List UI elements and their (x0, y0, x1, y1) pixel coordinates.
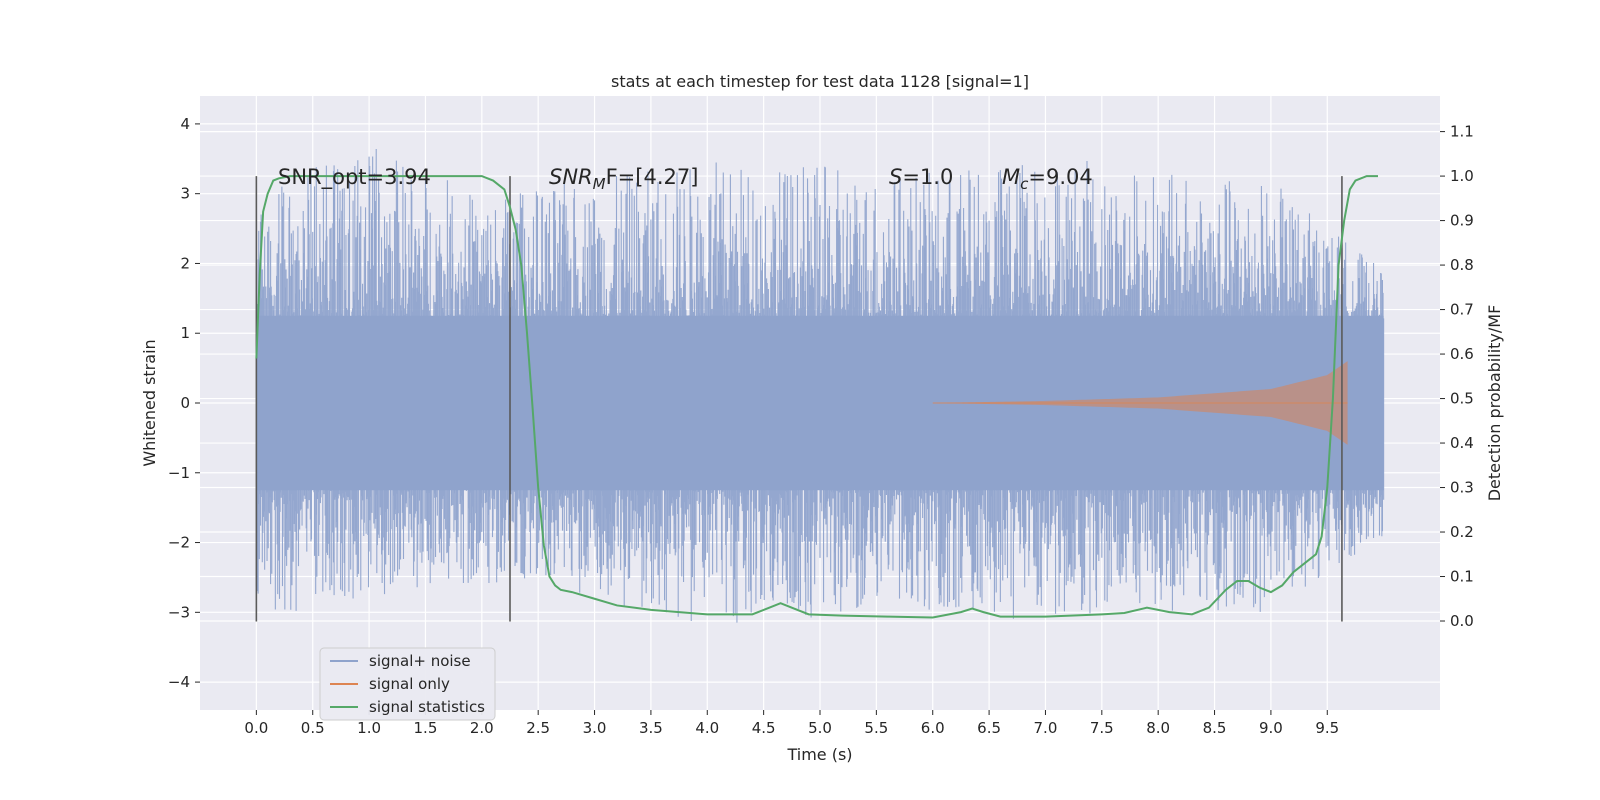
y-tick-label-2: 2 (180, 254, 190, 272)
chart-title: stats at each timestep for test data 112… (611, 72, 1029, 91)
y2-tick-label-7: 0.4 (1450, 434, 1474, 452)
legend-label-signal-statistics: signal statistics (369, 698, 485, 716)
y2-tick-label-2: 0.9 (1450, 212, 1474, 230)
snr-mf-main: SNR (549, 165, 593, 189)
x-tick-label-12: 6.0 (921, 719, 945, 737)
x-tick-label-14: 7.0 (1034, 719, 1058, 737)
y2-axis-label: Detection probability/MF (1485, 305, 1504, 502)
x-tick-label-17: 8.5 (1203, 719, 1227, 737)
y-tick-label-6: −2 (168, 534, 190, 552)
legend-box (319, 647, 496, 721)
x-tick-label-16: 8.0 (1146, 719, 1170, 737)
x-tick-label-9: 4.5 (752, 719, 776, 737)
y-tick-label-3: 1 (180, 324, 190, 342)
legend-label-signal-only: signal only (369, 675, 450, 693)
y-tick-label-8: −4 (168, 673, 190, 691)
y2-tick-label-11: 0.0 (1450, 612, 1474, 630)
y2-tick-label-5: 0.6 (1450, 345, 1474, 363)
x-tick-label-11: 5.5 (864, 719, 888, 737)
x-tick-label-4: 2.0 (470, 719, 494, 737)
y-tick-label-0: 4 (180, 115, 190, 133)
x-tick-label-0: 0.0 (244, 719, 268, 737)
ticks: 0.0 0.5 1.0 1.5 2.0 2.5 3.0 3.5 4.0 4.5 5.0 5.5 6.0 6… (168, 115, 1474, 737)
y2-tick-label-1: 1.0 (1450, 167, 1474, 185)
y-tick-label-5: −1 (168, 464, 190, 482)
legend: signal+ noise signal only signal statist… (319, 647, 496, 721)
y2-tick-label-4: 0.7 (1450, 301, 1474, 319)
y-tick-label-7: −3 (168, 603, 190, 621)
y-tick-label-4: 0 (180, 394, 190, 412)
annotation-snr-mf: SNRMF=[4.27] (549, 165, 698, 193)
mc-rest: =9.04 (1028, 165, 1092, 189)
y2-tick-label-10: 0.1 (1450, 568, 1474, 586)
s-rest: =1.0 (902, 165, 953, 189)
snr-mf-sub: M (593, 175, 606, 193)
y2-tick-label-9: 0.2 (1450, 523, 1474, 541)
s-var: S (889, 165, 902, 189)
signal-statistics-series (255, 175, 1378, 619)
x-tick-label-6: 3.0 (583, 719, 607, 737)
x-tick-label-15: 7.5 (1090, 719, 1114, 737)
x-tick-label-8: 4.0 (695, 719, 719, 737)
x-tick-label-19: 9.5 (1315, 719, 1339, 737)
snr-mf-rest: F=[4.27] (606, 165, 699, 189)
annotation-snr-opt: SNR_opt=3.94 (278, 165, 431, 190)
y-axis-label: Whitened strain (140, 339, 159, 466)
x-axis-label: Time (s) (786, 745, 852, 764)
signal-only-series (932, 361, 1348, 445)
mc-sub: c (1020, 175, 1029, 193)
x-tick-label-5: 2.5 (526, 719, 550, 737)
y2-tick-label-0: 1.1 (1450, 123, 1474, 141)
y2-tick-label-3: 0.8 (1450, 256, 1474, 274)
legend-label-signal-noise: signal+ noise (369, 652, 471, 670)
x-tick-label-13: 6.5 (977, 719, 1001, 737)
x-tick-label-1: 0.5 (301, 719, 325, 737)
y2-tick-label-8: 0.3 (1450, 479, 1474, 497)
y-tick-label-1: 3 (180, 185, 190, 203)
annotation-s: S=1.0 (889, 165, 953, 189)
vertical-markers (255, 176, 1343, 622)
y2-tick-label-6: 0.5 (1450, 390, 1474, 408)
x-tick-label-3: 1.5 (414, 719, 438, 737)
signal-statistics-line (255, 175, 1378, 619)
x-tick-label-18: 9.0 (1259, 719, 1283, 737)
x-tick-label-7: 3.5 (639, 719, 663, 737)
x-tick-label-10: 5.0 (808, 719, 832, 737)
mc-var: M (1002, 165, 1020, 189)
annotation-mc: Mc=9.04 (1002, 165, 1093, 193)
x-tick-label-2: 1.0 (357, 719, 381, 737)
